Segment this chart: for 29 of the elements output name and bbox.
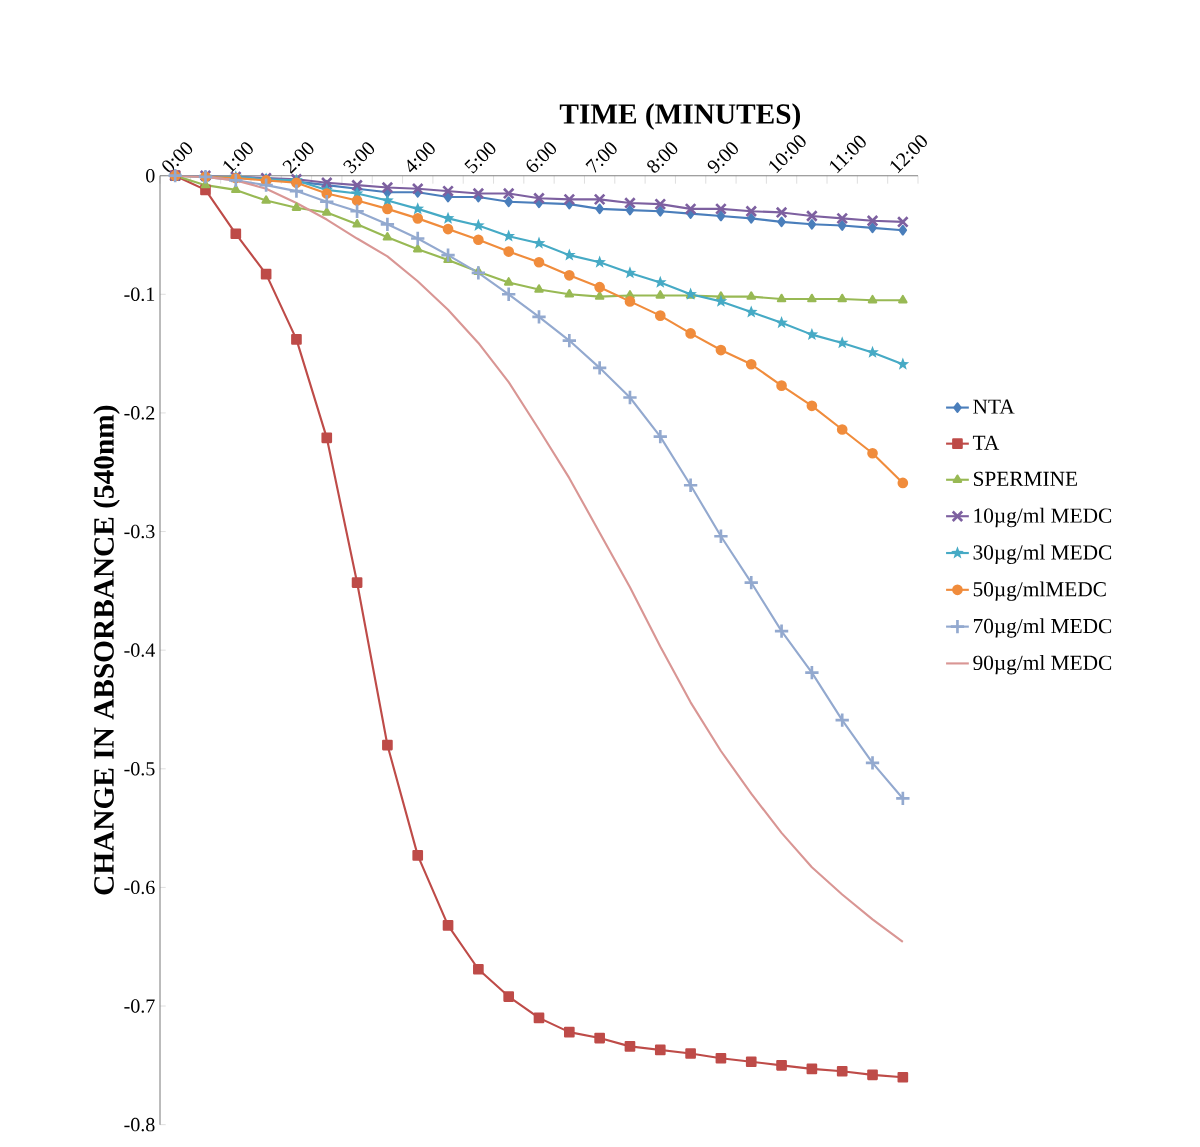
x-tick-label: 1:00 [223, 142, 253, 174]
x-tick-label: 8:00 [647, 142, 678, 173]
x-tick-label: 6:00 [526, 142, 557, 173]
legend-label: NTA [973, 399, 1015, 414]
legend-label: 90µg/ml MEDC [973, 655, 1112, 675]
y-tick-label: -0.4 [124, 643, 155, 658]
x-tick-label: 9:00 [707, 142, 738, 174]
legend-label: 10µg/ml MEDC [974, 507, 1112, 528]
y-tick-label: -0.5 [124, 762, 155, 776]
x-tick-label: 0:00 [162, 142, 193, 173]
y-tick-label: -0.1 [124, 287, 155, 302]
y-tick-label: -0.3 [124, 524, 155, 539]
y-tick-label: 0 [146, 169, 155, 183]
y-tick-label: -0.7 [124, 999, 155, 1014]
x-tick-label: 3:00 [343, 142, 375, 174]
y-tick-label: -0.8 [124, 1118, 155, 1132]
x-tick-label: 5:00 [464, 142, 496, 174]
x-tick-label: 7:00 [585, 142, 617, 173]
legend-label: 70µg/ml MEDC [973, 618, 1112, 638]
legend-label: 30µg/ml MEDC [973, 544, 1112, 565]
y-axis-title: CHANGE IN ABSORBANCE (540nm) [93, 406, 120, 895]
x-axis-title: TIME (MINUTES) [559, 103, 801, 131]
y-tick-label: -0.2 [124, 406, 155, 420]
x-tick-label: 4:00 [407, 142, 435, 173]
legend-label: TA [972, 435, 1000, 450]
legend-label: 50µg/mlMEDC [973, 581, 1106, 601]
y-tick-label: -0.6 [124, 880, 155, 895]
legend-label: SPERMINE [973, 471, 1077, 487]
x-tick-label: 2:00 [282, 142, 314, 174]
